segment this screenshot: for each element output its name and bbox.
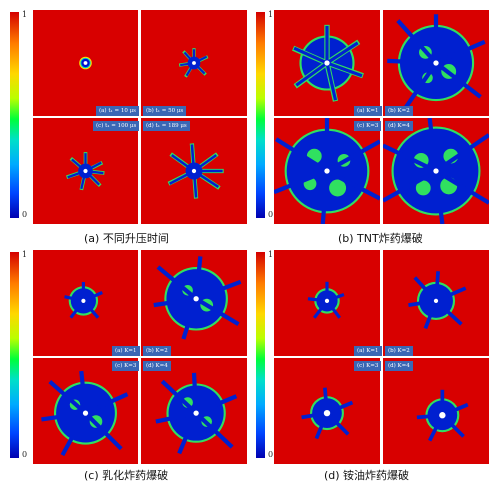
simulation-quadrant — [383, 10, 489, 116]
damage-pattern — [301, 387, 354, 440]
damage-pattern — [408, 271, 467, 330]
damage-pattern — [383, 118, 489, 224]
colorbar-min-label: 0 — [268, 450, 274, 459]
damage-pattern — [153, 256, 242, 340]
colorbar-min-label: 0 — [22, 450, 28, 459]
simulation-quadrant — [274, 358, 380, 464]
colorbar — [10, 252, 19, 458]
damage-pattern — [416, 389, 469, 442]
simulation-quadrant — [141, 10, 247, 116]
damage-pattern — [64, 282, 103, 319]
damage-pattern — [155, 372, 238, 455]
damage-pattern — [79, 56, 92, 70]
quadrant-label: (a) t₁ = 10 μs — [96, 106, 139, 116]
quadrant-label: (d) t₁ = 189 μs — [143, 121, 190, 131]
damage-pattern — [66, 152, 105, 191]
simulation-quadrant — [33, 250, 138, 356]
simulation-quadrant — [274, 118, 380, 224]
quadrant-label: (d) K=4 — [143, 361, 171, 371]
quadrant-label: (a) K=1 — [354, 346, 382, 356]
colorbar-max-label: 1 — [268, 10, 274, 19]
quadrant-label: (a) K=1 — [112, 346, 140, 356]
colorbar-max-label: 1 — [268, 250, 274, 259]
panel-caption: (b) TNT炸药爆破 — [338, 232, 423, 245]
colorbar — [256, 252, 265, 458]
figure-panel-a: 1 0 (a) t₁ = 10 μs (b) t₁ = 50 μs (c) t₁… — [0, 0, 248, 248]
damage-pattern — [307, 281, 345, 319]
simulation-quadrant — [141, 250, 247, 356]
colorbar-max-label: 1 — [22, 250, 28, 259]
quadrant-label: (c) K=3 — [354, 121, 382, 131]
figure-panel-d: 1 0 (a) K=1 (b) K=2 (c) K=3 (d) K=4 (d) — [248, 248, 496, 486]
simulation-quadrant — [274, 250, 380, 356]
panel-caption: (d) 铵油炸药爆破 — [324, 469, 410, 482]
panel-caption: (c) 乳化炸药爆破 — [84, 469, 169, 482]
simulation-quadrant — [383, 118, 489, 224]
quadrant-label: (d) K=4 — [385, 121, 413, 131]
figure-panel-c: 1 0 (a) K=1 (b) K=2 (c) — [0, 248, 248, 486]
quadrant-label: (a) K=1 — [354, 106, 382, 116]
panel-caption: (a) 不同升压时间 — [84, 232, 169, 245]
quadrant-label: (b) K=2 — [385, 106, 413, 116]
damage-pattern — [167, 143, 224, 199]
colorbar — [10, 12, 19, 218]
quadrant-label: (b) K=2 — [143, 346, 171, 356]
simulation-quadrant — [33, 358, 138, 464]
colorbar-min-label: 0 — [22, 210, 28, 219]
damage-pattern — [41, 370, 129, 457]
damage-pattern — [387, 14, 486, 111]
quadrant-label: (d) K=4 — [385, 361, 413, 371]
simulation-quadrant — [274, 10, 380, 116]
quadrant-label: (c) t₁ = 100 μs — [93, 121, 140, 131]
colorbar-min-label: 0 — [268, 210, 274, 219]
simulation-quadrant — [141, 118, 247, 224]
damage-pattern — [274, 118, 380, 224]
damage-pattern — [292, 24, 364, 102]
quadrant-label: (b) K=2 — [385, 346, 413, 356]
simulation-quadrant — [141, 358, 247, 464]
quadrant-label: (b) t₁ = 50 μs — [143, 106, 187, 116]
figure-panel-b: 1 0 (a) K=1 (b) K= — [248, 0, 496, 248]
simulation-quadrant — [33, 10, 138, 116]
quadrant-label: (c) K=3 — [112, 361, 140, 371]
simulation-quadrant — [33, 118, 138, 224]
simulation-quadrant — [383, 358, 489, 464]
simulation-quadrant — [383, 250, 489, 356]
colorbar — [256, 12, 265, 218]
quadrant-label: (c) K=3 — [354, 361, 382, 371]
colorbar-max-label: 1 — [22, 10, 28, 19]
damage-pattern — [178, 48, 209, 78]
